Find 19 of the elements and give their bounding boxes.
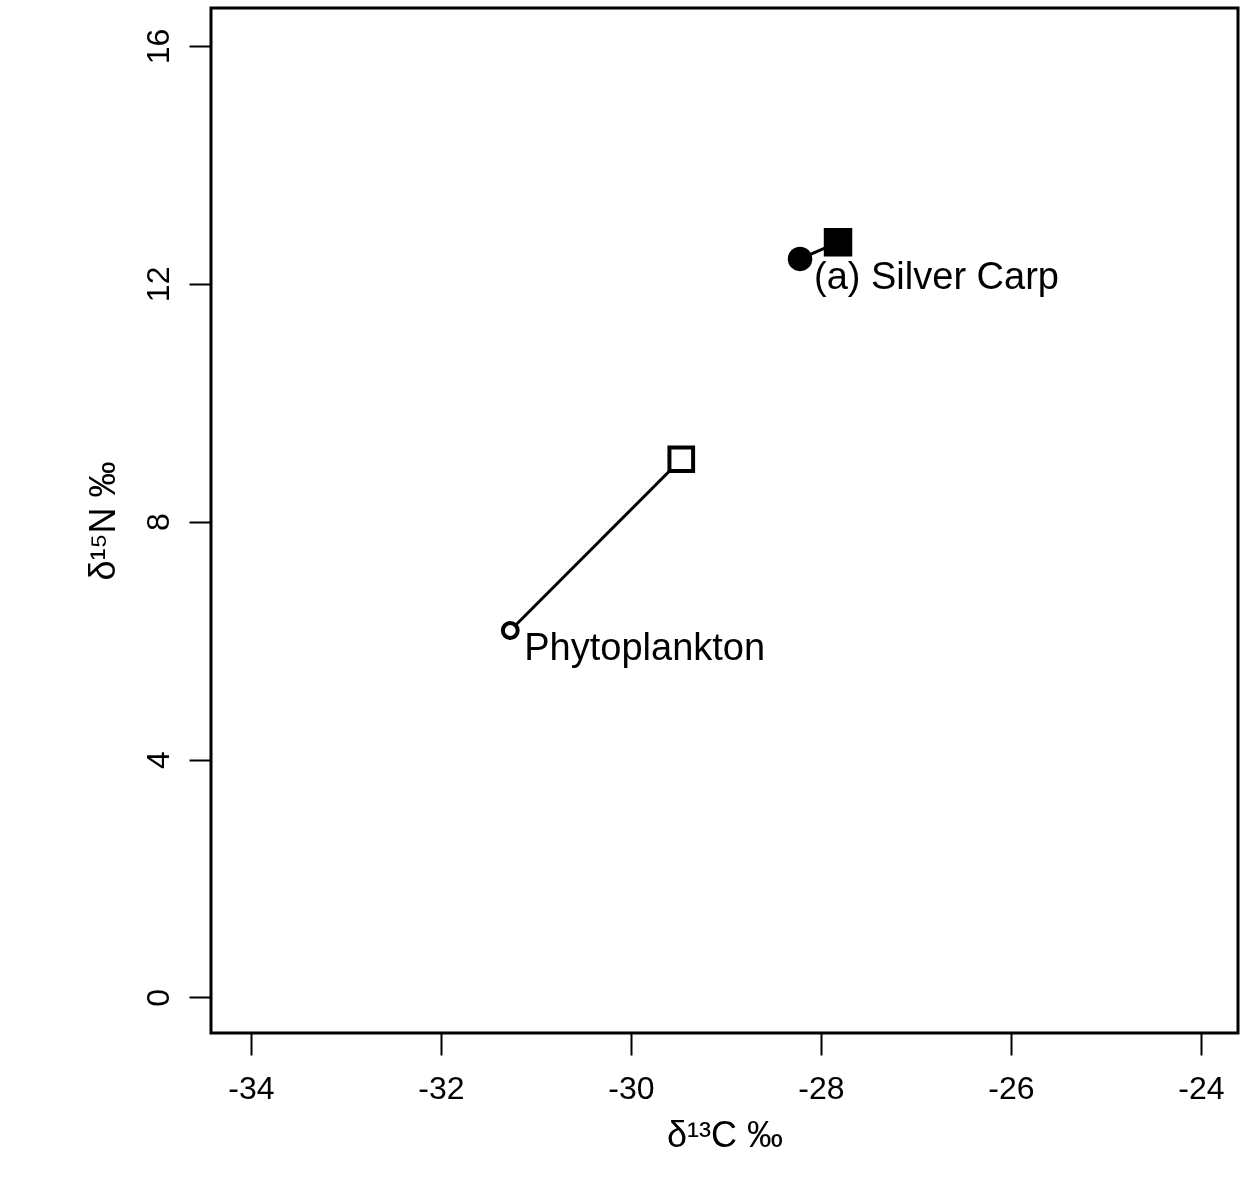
annotation: (a) Silver Carp bbox=[814, 254, 1059, 297]
y-tick-label: 12 bbox=[139, 266, 176, 303]
x-tick-label: -24 bbox=[1178, 1069, 1225, 1106]
x-tick-label: -34 bbox=[228, 1069, 275, 1106]
point bbox=[667, 445, 696, 474]
y-tick-label: 4 bbox=[139, 751, 176, 769]
x-tick-label: -30 bbox=[608, 1069, 655, 1106]
x-tick-label: -26 bbox=[988, 1069, 1035, 1106]
point bbox=[823, 228, 853, 257]
y-tick-label: 0 bbox=[139, 988, 176, 1007]
x-tick-label: -32 bbox=[418, 1069, 465, 1106]
x-tick-label: -28 bbox=[798, 1069, 845, 1106]
y-tick-label: 8 bbox=[139, 513, 176, 532]
x-axis-title: δ¹³C ‰ bbox=[666, 1113, 784, 1155]
point bbox=[500, 621, 520, 640]
point bbox=[787, 246, 813, 272]
y-axis-title: δ¹⁵N ‰ bbox=[81, 461, 123, 581]
y-tick-label: 16 bbox=[139, 28, 176, 65]
annotation: Phytoplankton bbox=[524, 626, 766, 669]
